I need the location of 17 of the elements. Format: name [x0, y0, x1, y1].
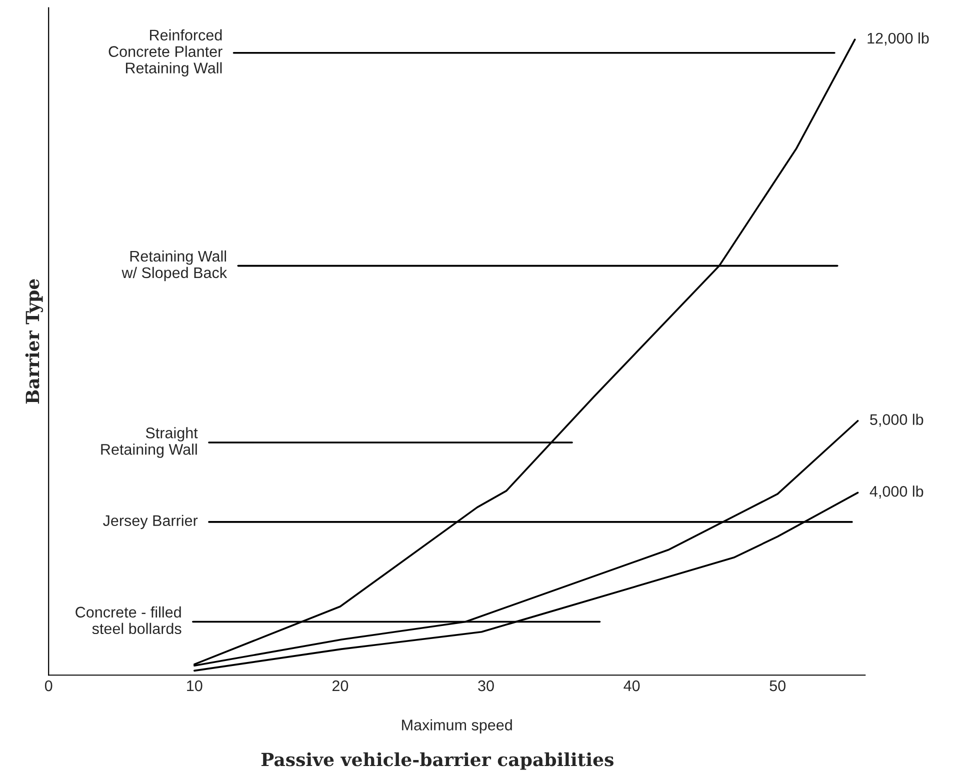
x-tick-label: 0	[44, 680, 52, 692]
x-tick-label: 30	[478, 680, 494, 692]
annotation: Concrete - filled steel bollards	[76, 606, 182, 634]
annotation: Jersey Barrier	[103, 514, 198, 530]
y-axis-title: Barrier Type	[25, 279, 44, 404]
text: Passive vehicle-barrier capabilities	[261, 752, 614, 770]
annotation: Retaining Wall w/ Sloped Back	[122, 250, 228, 282]
series-label: 4,000 lb	[870, 486, 924, 499]
series-label: 12,000 lb	[868, 32, 929, 46]
series-label: 5,000 lb	[870, 414, 924, 427]
x-tick-label: 40	[624, 680, 640, 692]
x-axis-title: Maximum speed	[402, 719, 512, 734]
x-tick-label: 20	[332, 680, 348, 692]
x-tick-label: 50	[770, 680, 786, 692]
x-tick-label: 10	[187, 680, 202, 692]
annotation: Straight Retaining Wall	[101, 427, 198, 458]
annotation: Reinforced Concrete Planter Retaining Wall	[108, 29, 222, 76]
